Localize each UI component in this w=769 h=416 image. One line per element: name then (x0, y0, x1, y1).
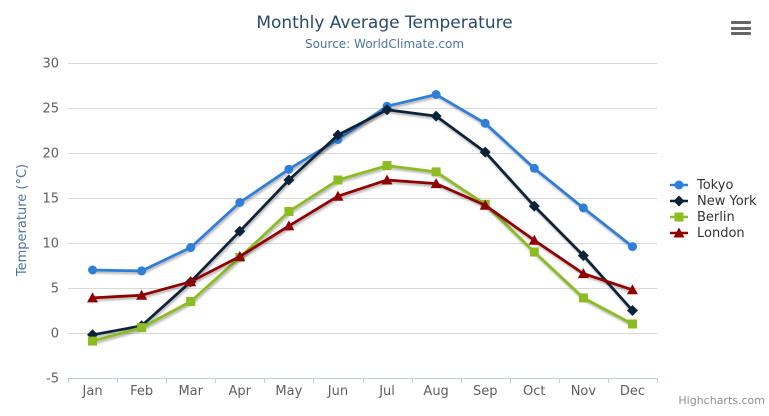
series-line-new-york[interactable] (92, 108, 634, 337)
y-axis-tick-label: 20 (42, 147, 59, 162)
hamburger-bar-icon (731, 32, 751, 35)
circle-data-point-marker[interactable] (529, 163, 539, 173)
triangle-data-point-marker[interactable] (185, 276, 197, 287)
circle-data-point-marker[interactable] (480, 118, 490, 128)
triangle-data-point-marker[interactable] (528, 234, 540, 245)
square-data-point-marker[interactable] (382, 161, 392, 171)
circle-data-point-marker[interactable] (88, 265, 98, 275)
circle-data-point-marker[interactable] (284, 164, 294, 174)
triangle-data-point-marker[interactable] (87, 292, 99, 303)
square-data-point-marker[interactable] (333, 175, 343, 185)
legend-label: London (697, 225, 745, 241)
diamond-data-point-marker[interactable] (430, 110, 442, 122)
triangle-data-point-marker[interactable] (626, 284, 638, 295)
square-legend-marker-icon (670, 212, 688, 222)
x-axis-label: Oct (523, 384, 545, 399)
triangle-data-point-marker[interactable] (381, 174, 393, 185)
square-data-point-marker[interactable] (431, 167, 441, 177)
legend-item-tokyo[interactable]: Tokyo (670, 177, 757, 193)
x-axis-label: Nov (571, 384, 597, 399)
grid-lines (68, 63, 657, 334)
series-new-york (87, 104, 638, 341)
circle-data-point-marker[interactable] (235, 198, 245, 207)
square-data-point-marker[interactable] (137, 323, 147, 333)
square-data-point-marker[interactable] (578, 293, 588, 303)
x-axis-label: May (275, 384, 302, 399)
y-axis-tick-label: 15 (42, 192, 59, 207)
diamond-data-point-marker[interactable] (283, 174, 295, 186)
square-data-point-marker (674, 212, 684, 222)
x-axis-label: Sep (473, 384, 498, 399)
diamond-data-point-marker[interactable] (626, 305, 638, 316)
series-line-london[interactable] (92, 178, 633, 300)
circle-data-point-marker[interactable] (627, 242, 637, 252)
y-axis-tick-label: 5 (51, 282, 59, 297)
triangle-legend-marker-icon (670, 227, 688, 238)
triangle-data-point-marker[interactable] (430, 178, 442, 189)
legend-item-london[interactable]: London (670, 225, 757, 241)
legend-label: Tokyo (697, 177, 734, 193)
hamburger-bar-icon (731, 26, 751, 30)
credits-link[interactable]: Highcharts.com (678, 394, 765, 407)
y-axis-tick-label: 25 (42, 102, 59, 117)
legend-label: Berlin (697, 209, 735, 225)
diamond-data-point-marker[interactable] (528, 200, 540, 212)
x-axis-label: Jul (378, 384, 395, 399)
series-london (87, 174, 638, 303)
square-data-point-marker[interactable] (284, 207, 294, 216)
square-data-point-marker[interactable] (529, 247, 539, 257)
legend-item-berlin[interactable]: Berlin (670, 209, 757, 225)
export-hamburger-menu-button[interactable] (731, 21, 751, 38)
triangle-data-point-marker[interactable] (332, 190, 344, 201)
circle-data-point-marker[interactable] (137, 266, 147, 276)
diamond-data-point-marker[interactable] (577, 250, 589, 262)
x-axis-label: Dec (620, 384, 645, 399)
triangle-data-point-marker[interactable] (234, 251, 246, 261)
legend: Tokyo New York Berlin London (670, 177, 757, 241)
series-tokyo (88, 90, 637, 276)
square-data-point-marker[interactable] (186, 297, 196, 306)
hamburger-bar-icon (731, 21, 751, 24)
y-axis-tick-label: 10 (42, 237, 59, 252)
circle-data-point-marker[interactable] (186, 243, 196, 252)
chart-subtitle: Source: WorldClimate.com (304, 37, 465, 51)
diamond-data-point-marker[interactable] (381, 104, 393, 116)
triangle-data-point-marker[interactable] (577, 268, 589, 279)
x-axis-label: Feb (130, 384, 153, 399)
square-data-point-marker[interactable] (627, 319, 637, 329)
legend-label: New York (697, 193, 757, 209)
y-axis-title: Temperature (°C) (15, 164, 30, 277)
diamond-data-point-marker[interactable] (332, 129, 344, 141)
x-axis-label: Jan (82, 384, 103, 399)
chart-title: Monthly Average Temperature (256, 13, 513, 33)
diamond-data-point-marker[interactable] (234, 225, 246, 237)
diamond-legend-marker-icon (670, 195, 688, 207)
x-axis-label: Apr (229, 384, 252, 399)
square-data-point-marker[interactable] (88, 336, 98, 346)
triangle-data-point-marker[interactable] (479, 199, 491, 210)
triangle-data-point-marker[interactable] (136, 289, 148, 300)
y-axis-tick-label: -5 (46, 372, 59, 387)
circle-legend-marker-icon (670, 180, 688, 190)
triangle-data-point-marker[interactable] (283, 220, 295, 231)
x-axis-label: Jun (327, 384, 348, 399)
y-axis-tick-label: 0 (51, 327, 59, 342)
axes: -5 0 5 10 15 20 25 30 Jan Feb Mar Apr May Jun Jul Aug Se… (42, 57, 658, 399)
triangle-data-point-marker (673, 227, 685, 238)
diamond-data-point-marker[interactable] (479, 146, 491, 158)
circle-data-point-marker (674, 180, 684, 190)
x-axis-label: Aug (423, 384, 448, 399)
y-axis-tick-label: 30 (42, 57, 59, 72)
legend-item-new-york[interactable]: New York (670, 193, 757, 209)
diamond-data-point-marker (673, 195, 685, 207)
series-group (87, 90, 638, 346)
circle-data-point-marker[interactable] (431, 90, 441, 99)
series-line-berlin[interactable] (92, 164, 634, 343)
x-axis-label: Mar (178, 384, 203, 399)
circle-data-point-marker[interactable] (578, 203, 588, 213)
